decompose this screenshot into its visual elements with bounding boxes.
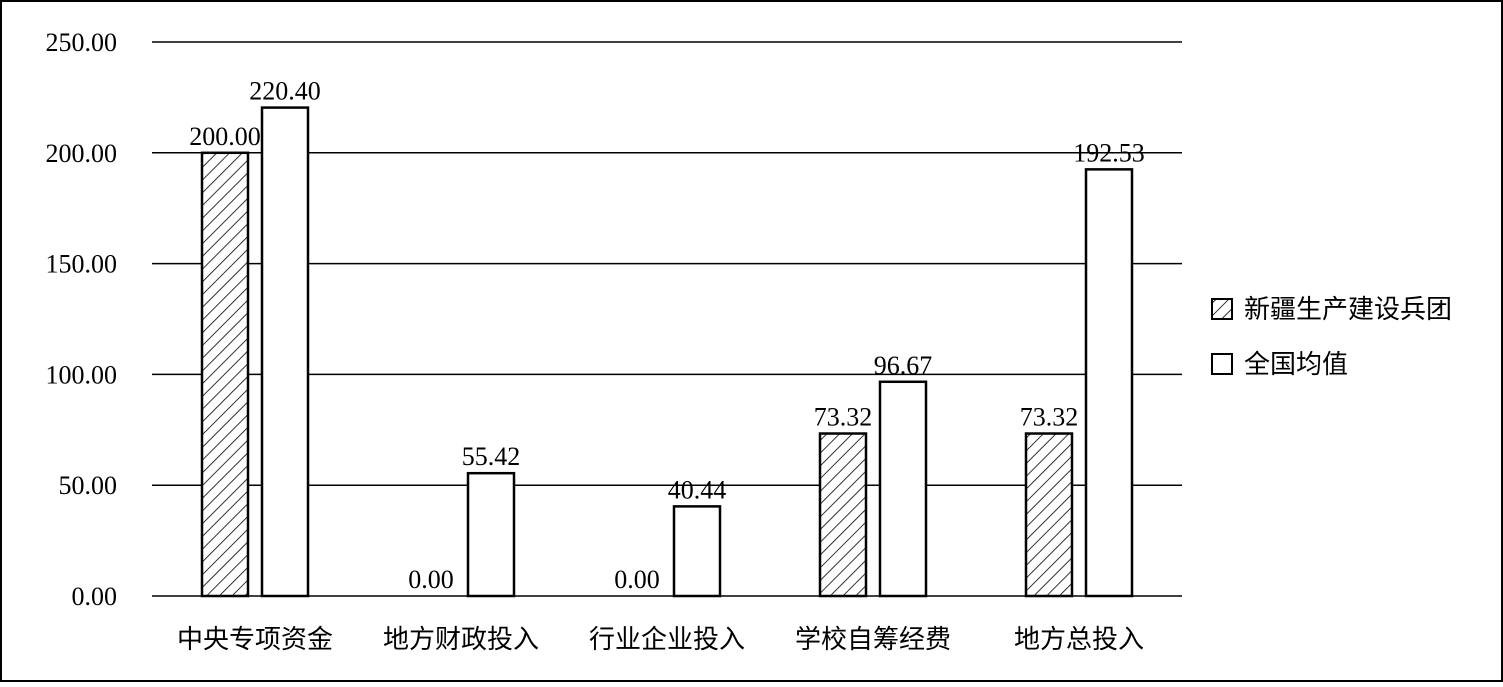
legend-swatch — [1211, 353, 1233, 375]
data-label: 200.00 — [189, 122, 261, 151]
data-label: 73.32 — [1020, 403, 1079, 432]
data-label: 0.00 — [614, 565, 660, 594]
data-labels: 200.00220.400.0055.420.0040.4473.3296.67… — [189, 77, 1145, 594]
y-tick-label: 250.00 — [46, 28, 118, 57]
bars — [200, 106, 1134, 598]
gridlines — [152, 41, 1182, 597]
legend-label: 全国均值 — [1244, 350, 1348, 379]
bar-national-0 — [260, 106, 310, 598]
x-category-label: 中央专项资金 — [177, 625, 333, 654]
bar-national-3 — [878, 380, 928, 598]
y-tick-label: 50.00 — [59, 471, 118, 500]
bar-national-1 — [466, 471, 516, 598]
legend-label: 新疆生产建设兵团 — [1244, 295, 1452, 324]
data-label: 96.67 — [874, 351, 933, 380]
y-tick-label: 0.00 — [72, 582, 118, 611]
data-label: 0.00 — [408, 565, 454, 594]
bar-xinjiang-0 — [200, 151, 250, 598]
x-category-label: 地方财政投入 — [383, 625, 539, 654]
x-category-label: 学校自筹经费 — [795, 625, 951, 654]
data-label: 55.42 — [462, 442, 521, 471]
bar-national-4 — [1084, 168, 1134, 598]
data-label: 40.44 — [668, 475, 727, 504]
bar-national-2 — [672, 505, 722, 598]
data-label: 192.53 — [1073, 138, 1145, 167]
y-axis-ticks: 0.00 50.00 100.00 150.00 200.00 250.00 — [46, 28, 118, 611]
x-axis-categories: 中央专项资金 地方财政投入 行业企业投入 学校自筹经费 地方总投入 — [177, 625, 1144, 654]
bar-xinjiang-3 — [818, 432, 868, 598]
x-category-label: 行业企业投入 — [589, 625, 745, 654]
y-tick-label: 200.00 — [46, 139, 118, 168]
data-label: 73.32 — [814, 403, 873, 432]
y-tick-label: 100.00 — [46, 360, 118, 389]
bar-xinjiang-4 — [1024, 432, 1074, 598]
x-category-label: 地方总投入 — [1014, 625, 1144, 654]
data-label: 220.40 — [249, 77, 321, 106]
y-tick-label: 150.00 — [46, 250, 118, 279]
legend-swatch — [1211, 298, 1233, 320]
